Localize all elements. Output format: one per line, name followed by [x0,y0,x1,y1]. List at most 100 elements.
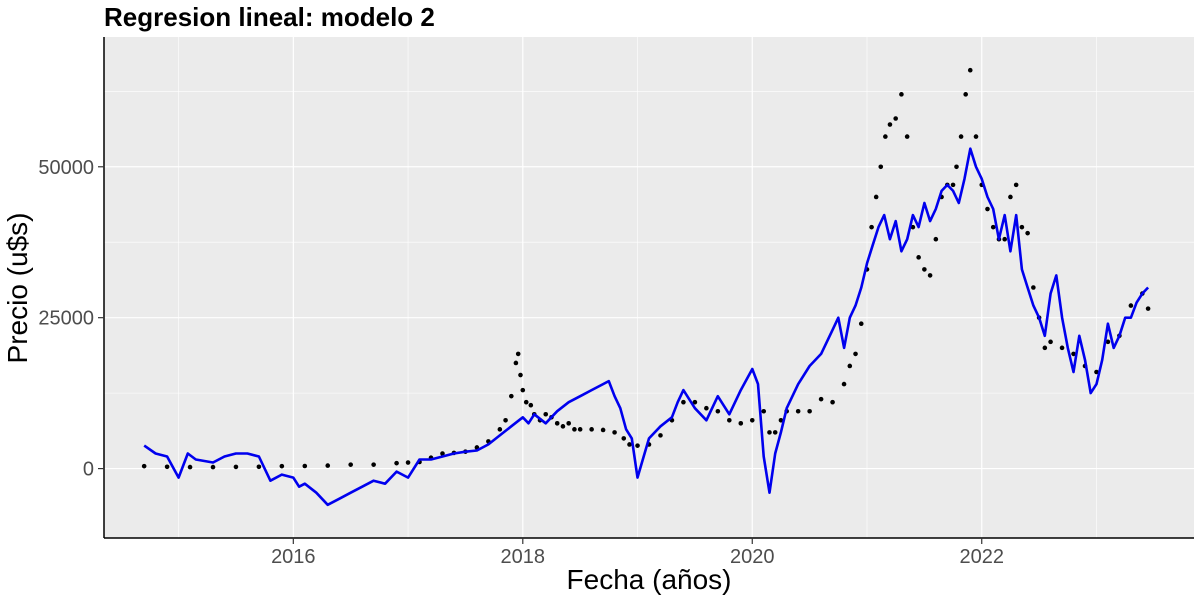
plot-panel [104,37,1194,538]
observed-point [772,430,778,435]
observed-point [348,462,353,467]
observed-point [658,433,663,438]
observed-point [1042,345,1048,351]
observed-point [560,424,566,429]
observed-point [715,408,721,414]
observed-point [899,92,904,97]
observed-point [893,116,898,121]
observed-point [818,396,824,402]
observed-point [1145,306,1151,311]
observed-point [518,372,523,378]
observed-point [1019,224,1025,230]
observed-point [704,405,709,411]
observed-point [830,399,835,405]
observed-point [528,402,534,408]
observed-point [572,427,577,432]
observed-point [1071,351,1076,357]
observed-point [1013,182,1019,188]
observed-point [869,224,874,230]
observed-point [515,351,521,357]
observed-point [681,399,686,405]
observed-point [985,206,990,212]
y-tick-label: 25000 [38,308,94,330]
observed-point [749,417,755,423]
observed-point [503,417,508,423]
observed-point [627,442,632,447]
observed-point [164,464,170,470]
observed-point [692,399,698,405]
observed-point [600,427,606,433]
observed-point [761,408,767,414]
observed-point [394,460,399,466]
y-tick-label: 50000 [38,157,94,179]
observed-point [554,421,560,426]
observed-point [279,463,285,469]
observed-point [523,399,529,405]
observed-point [778,417,784,423]
x-tick-label: 2020 [730,546,775,568]
observed-point [916,255,921,260]
observed-point [853,351,858,357]
x-tick-label: 2022 [959,546,1004,568]
observed-point [922,267,927,272]
observed-point [1025,230,1030,236]
observed-point [963,92,968,97]
observed-point [302,463,308,469]
observed-point [1128,303,1134,308]
observed-point [1031,285,1036,290]
observed-point [904,134,910,139]
observed-point [767,430,772,435]
observed-point [910,224,916,230]
observed-point [883,134,888,139]
observed-point [967,67,973,73]
observed-point [497,427,503,432]
observed-point [954,164,959,170]
observed-point [577,427,583,432]
observed-point [621,436,627,441]
observed-point [1105,339,1111,345]
observed-point [187,464,193,470]
observed-point [841,381,847,387]
grid-lines [104,37,1194,538]
observed-point [1048,339,1053,345]
observed-point [589,427,594,432]
observed-point [256,464,262,470]
observed-point [371,462,376,467]
observed-point [847,363,853,369]
x-tick-label: 2016 [271,546,316,568]
observed-point [440,451,445,456]
x-axis-title: Fecha (años) [567,564,732,595]
observed-point [927,273,933,278]
observed-point [513,360,519,366]
observed-point [738,421,744,426]
observed-point [566,421,571,426]
observed-point [509,393,514,399]
observed-point [210,464,216,470]
chart-title: Regresion lineal: modelo 2 [104,2,435,32]
observed-point [325,463,331,468]
observed-point [807,408,812,414]
observed-point [887,122,893,127]
observed-point [933,236,939,242]
observed-point [543,411,549,417]
observed-point [635,443,640,448]
observed-point [1008,194,1013,200]
fitted-line [143,147,1150,507]
observed-point [873,194,879,200]
observed-point [795,408,801,414]
observed-point [990,224,996,230]
observed-point [1094,369,1099,375]
observed-point [973,134,979,139]
fitted-series-line [143,147,1150,507]
observed-point [858,321,864,327]
observed-point [233,464,239,470]
y-tick-label: 0 [83,459,94,481]
observed-point [950,182,956,188]
x-tick-label: 2018 [501,546,546,568]
observed-point [727,417,732,423]
y-axis-title: Precio (u$s) [2,213,33,364]
axis-ticks: 2016 2018 2020 2022 0 25000 50000 [38,157,1004,568]
observed-point [141,463,147,469]
observed-point [405,460,411,465]
